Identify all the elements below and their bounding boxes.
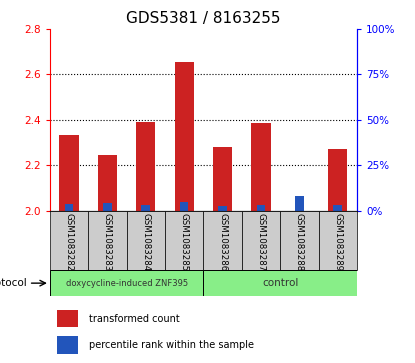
- Text: GSM1083285: GSM1083285: [180, 213, 189, 271]
- Bar: [98, 155, 117, 211]
- Text: GSM1083282: GSM1083282: [64, 213, 73, 271]
- Bar: [256, 205, 265, 211]
- Text: GSM1083283: GSM1083283: [103, 213, 112, 271]
- Text: GSM1083289: GSM1083289: [333, 213, 342, 271]
- Text: percentile rank within the sample: percentile rank within the sample: [89, 340, 254, 350]
- Bar: [88, 211, 127, 270]
- Bar: [57, 310, 78, 327]
- Text: GSM1083288: GSM1083288: [295, 213, 304, 271]
- Text: doxycycline-induced ZNF395: doxycycline-induced ZNF395: [66, 279, 188, 287]
- Title: GDS5381 / 8163255: GDS5381 / 8163255: [126, 12, 281, 26]
- Bar: [295, 196, 304, 211]
- Bar: [333, 205, 342, 211]
- Bar: [165, 211, 203, 270]
- Bar: [175, 62, 194, 211]
- Bar: [319, 211, 357, 270]
- Text: GSM1083284: GSM1083284: [141, 213, 150, 271]
- Bar: [136, 122, 155, 211]
- Text: control: control: [262, 278, 298, 288]
- Bar: [242, 211, 280, 270]
- Text: GSM1083287: GSM1083287: [256, 213, 266, 271]
- Bar: [213, 147, 232, 211]
- Text: GSM1083286: GSM1083286: [218, 213, 227, 271]
- Bar: [180, 202, 188, 211]
- Text: protocol: protocol: [0, 278, 27, 288]
- Bar: [328, 149, 347, 211]
- Bar: [280, 211, 318, 270]
- Bar: [203, 211, 242, 270]
- Bar: [218, 206, 227, 211]
- Bar: [103, 203, 112, 211]
- Bar: [65, 204, 73, 211]
- Bar: [203, 270, 357, 296]
- Bar: [127, 211, 165, 270]
- Bar: [50, 211, 88, 270]
- Bar: [142, 205, 150, 211]
- Bar: [251, 123, 271, 211]
- Bar: [50, 270, 203, 296]
- Bar: [57, 337, 78, 354]
- Text: transformed count: transformed count: [89, 314, 179, 323]
- Bar: [59, 135, 78, 211]
